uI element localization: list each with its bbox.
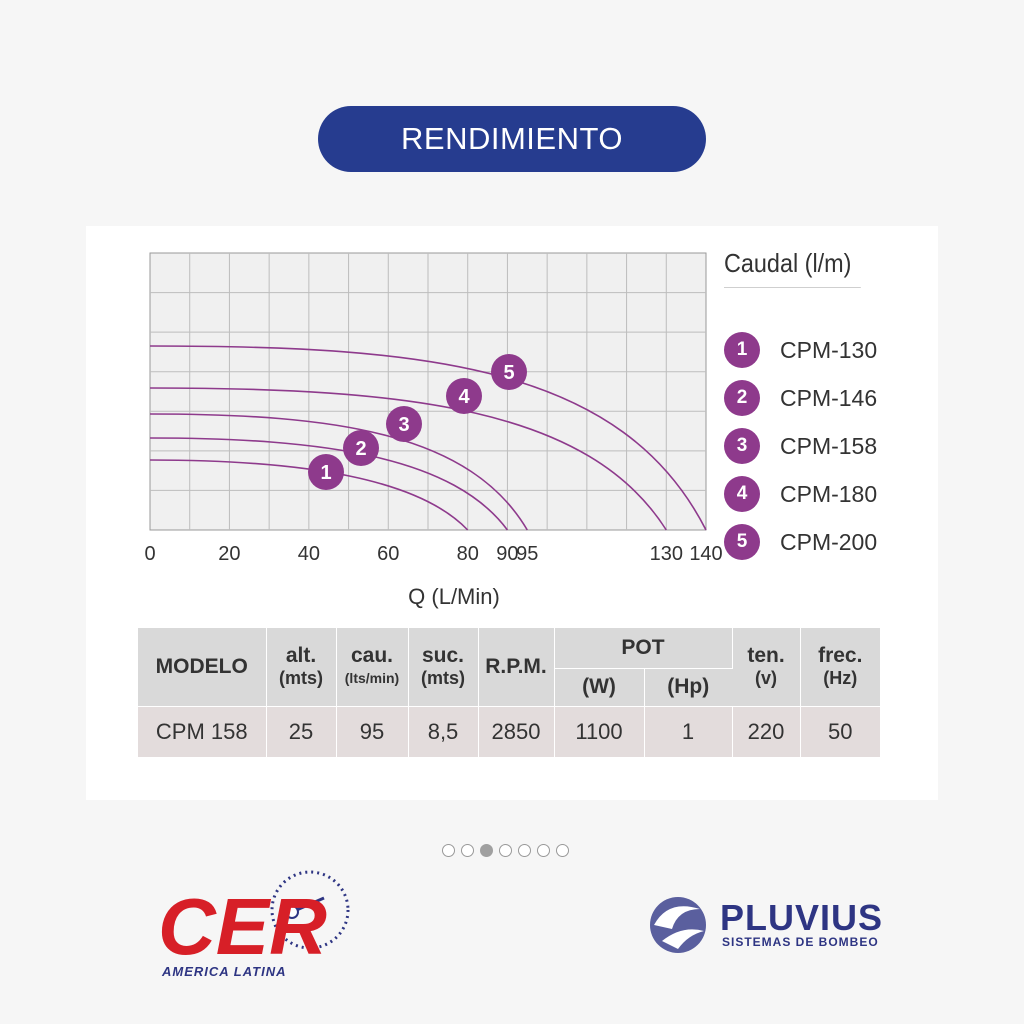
cell-ten: 220: [732, 706, 801, 757]
col-rpm: R.P.M.: [478, 628, 555, 707]
x-tick-label: 95: [516, 543, 538, 565]
legend-badge: 3: [724, 428, 760, 464]
cell-frec: 50: [800, 706, 881, 757]
carousel-dot[interactable]: [442, 844, 455, 857]
col-modelo: MODELO: [138, 628, 267, 707]
legend-item: 1 CPM-130: [724, 332, 877, 368]
legend-item: 4 CPM-180: [724, 476, 877, 512]
carousel-dot[interactable]: [499, 844, 512, 857]
cell-pot-hp: 1: [644, 706, 733, 757]
col-cau: cau. (lts/min): [336, 628, 409, 707]
svg-text:1: 1: [320, 462, 331, 484]
cell-modelo: CPM 158: [138, 706, 267, 757]
col-pot-w: (W): [554, 668, 645, 707]
x-tick-label: 140: [689, 543, 722, 565]
col-frec: frec. (Hz): [800, 628, 881, 707]
curve-cpm-130: [149, 459, 469, 531]
carousel-dot[interactable]: [480, 844, 493, 857]
svg-text:CER: CER: [158, 882, 327, 971]
carousel-dot[interactable]: [556, 844, 569, 857]
x-tick-label: 80: [457, 543, 479, 565]
pluvius-tagline: SISTEMAS DE BOMBEO: [722, 935, 879, 949]
svg-text:5: 5: [503, 362, 514, 384]
carousel-dot[interactable]: [461, 844, 474, 857]
x-tick-label: 130: [650, 543, 683, 565]
legend-badge: 2: [724, 380, 760, 416]
legend-item: 3 CPM-158: [724, 428, 877, 464]
curve-marker-4: 4: [446, 378, 482, 414]
legend-item: 5 CPM-200: [724, 524, 877, 560]
cell-cau: 95: [336, 706, 409, 757]
legend-label: CPM-200: [780, 528, 878, 555]
svg-text:AMERICA LATINA: AMERICA LATINA: [161, 964, 287, 979]
carousel-dot[interactable]: [537, 844, 550, 857]
cell-suc: 8,5: [408, 706, 479, 757]
legend-badge: 5: [724, 524, 760, 560]
cell-rpm: 2850: [478, 706, 555, 757]
curve-marker-3: 3: [386, 406, 422, 442]
x-tick-label: 60: [377, 543, 399, 565]
title-banner: RENDIMIENTO: [318, 106, 706, 172]
col-alt: alt. (mts): [266, 628, 337, 707]
carousel-dot[interactable]: [518, 844, 531, 857]
curve-marker-2: 2: [343, 430, 379, 466]
svg-text:3: 3: [398, 414, 409, 436]
legend-label: CPM-130: [780, 336, 878, 363]
cer-logo: CER AMERICA LATINA: [158, 870, 350, 979]
col-pot: POT: [554, 628, 733, 669]
curve-cpm-180: [149, 387, 667, 531]
legend-label: CPM-180: [780, 480, 878, 507]
curve-marker-1: 1: [308, 454, 344, 490]
svg-text:2: 2: [355, 438, 366, 460]
cell-alt: 25: [266, 706, 337, 757]
col-ten: ten. (v): [732, 628, 801, 707]
legend-title: Caudal (l/m): [724, 248, 861, 288]
table-row: CPM 158 25 95 8,5 2850 1100 1 220 50: [138, 706, 881, 757]
legend-label: CPM-158: [780, 432, 878, 459]
pluvius-logo: PLUVIUS SISTEMAS DE BOMBEO: [648, 895, 908, 955]
curve-cpm-158: [149, 413, 528, 531]
specs-table: MODELO alt. (mts) cau. (lts/min) suc. (mts)…: [138, 628, 881, 757]
col-suc: suc. (mts): [408, 628, 479, 707]
legend-badge: 1: [724, 332, 760, 368]
x-tick-label: 20: [218, 543, 240, 565]
legend-item: 2 CPM-146: [724, 380, 877, 416]
svg-text:4: 4: [458, 386, 470, 408]
x-tick-label: 0: [144, 543, 155, 565]
chart-legend: Caudal (l/m) 1 CPM-130 2 CPM-146 3 CPM-158 4 CP…: [724, 248, 964, 560]
x-tick-label: 40: [298, 543, 320, 565]
legend-label: CPM-146: [780, 384, 878, 411]
x-tick-label: 90: [496, 543, 518, 565]
pluvius-name: PLUVIUS: [720, 897, 884, 938]
cell-pot-w: 1100: [554, 706, 645, 757]
pluvius-emblem-icon: [650, 897, 706, 953]
x-axis-label: Q (L/Min): [408, 584, 500, 609]
col-pot-hp: (Hp): [644, 668, 733, 707]
legend-badge: 4: [724, 476, 760, 512]
curve-marker-5: 5: [491, 354, 527, 390]
carousel-dots: [442, 844, 569, 857]
